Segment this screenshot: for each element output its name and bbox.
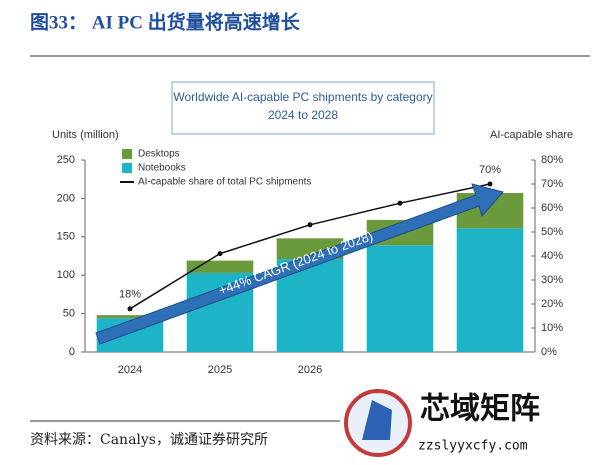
bar-segment [456,228,524,352]
cagr-arrow [95,183,504,345]
bar-segment [96,315,164,319]
x-tick-label: 2025 [208,364,232,376]
legend-label: AI-capable share of total PC shipments [138,177,311,188]
y-tick-label: 200 [57,192,75,204]
share-point [127,306,133,312]
legend-swatch [122,163,132,173]
bar-segment [366,245,434,352]
chart-title: Worldwide AI-capable PC shipments by cat… [173,90,432,104]
share-point [307,222,313,228]
y-tick-label: 50 [63,308,75,320]
y2-tick-label: 0% [541,346,557,358]
chart-subtitle: 2024 to 2028 [268,108,338,122]
watermark-name: 芯域矩阵 [420,392,540,427]
share-point [487,181,493,187]
y-axis-label: Units (million) [52,129,119,141]
y-tick-label: 100 [57,269,75,281]
y2-tick-label: 80% [541,154,563,166]
share-point [397,200,403,206]
watermark: 芯域矩阵 zzslyyxcfy.com [340,384,590,462]
y2-axis-label: AI-capable share [490,129,573,141]
chart-title-box [171,81,435,135]
value-label: 18% [119,289,141,301]
y2-tick-label: 20% [541,298,563,310]
watermark-logo-building [362,400,392,440]
y2-tick-label: 30% [541,274,563,286]
y-tick-label: 150 [57,231,75,243]
x-tick-label: 2026 [298,364,322,376]
share-point [217,251,223,257]
watermark-url: zzslyyxcfy.com [418,439,528,454]
y2-tick-label: 40% [541,250,563,262]
x-tick-label: 2024 [118,364,142,376]
figure-title: 图33： AI PC 出货量将高速增长 [30,10,301,33]
value-label: 70% [479,164,501,176]
y-tick-label: 250 [57,154,75,166]
legend-swatch [122,149,132,159]
y2-tick-label: 70% [541,178,563,190]
y2-tick-label: 60% [541,202,563,214]
legend-label: Desktops [138,149,180,160]
bar-segment [186,260,254,273]
y2-tick-label: 10% [541,322,563,334]
y2-tick-label: 50% [541,226,563,238]
y-tick-label: 0 [69,346,75,358]
legend-label: Notebooks [138,163,186,174]
source: 资料来源：Canalys，诚通证券研究所 [30,432,268,448]
